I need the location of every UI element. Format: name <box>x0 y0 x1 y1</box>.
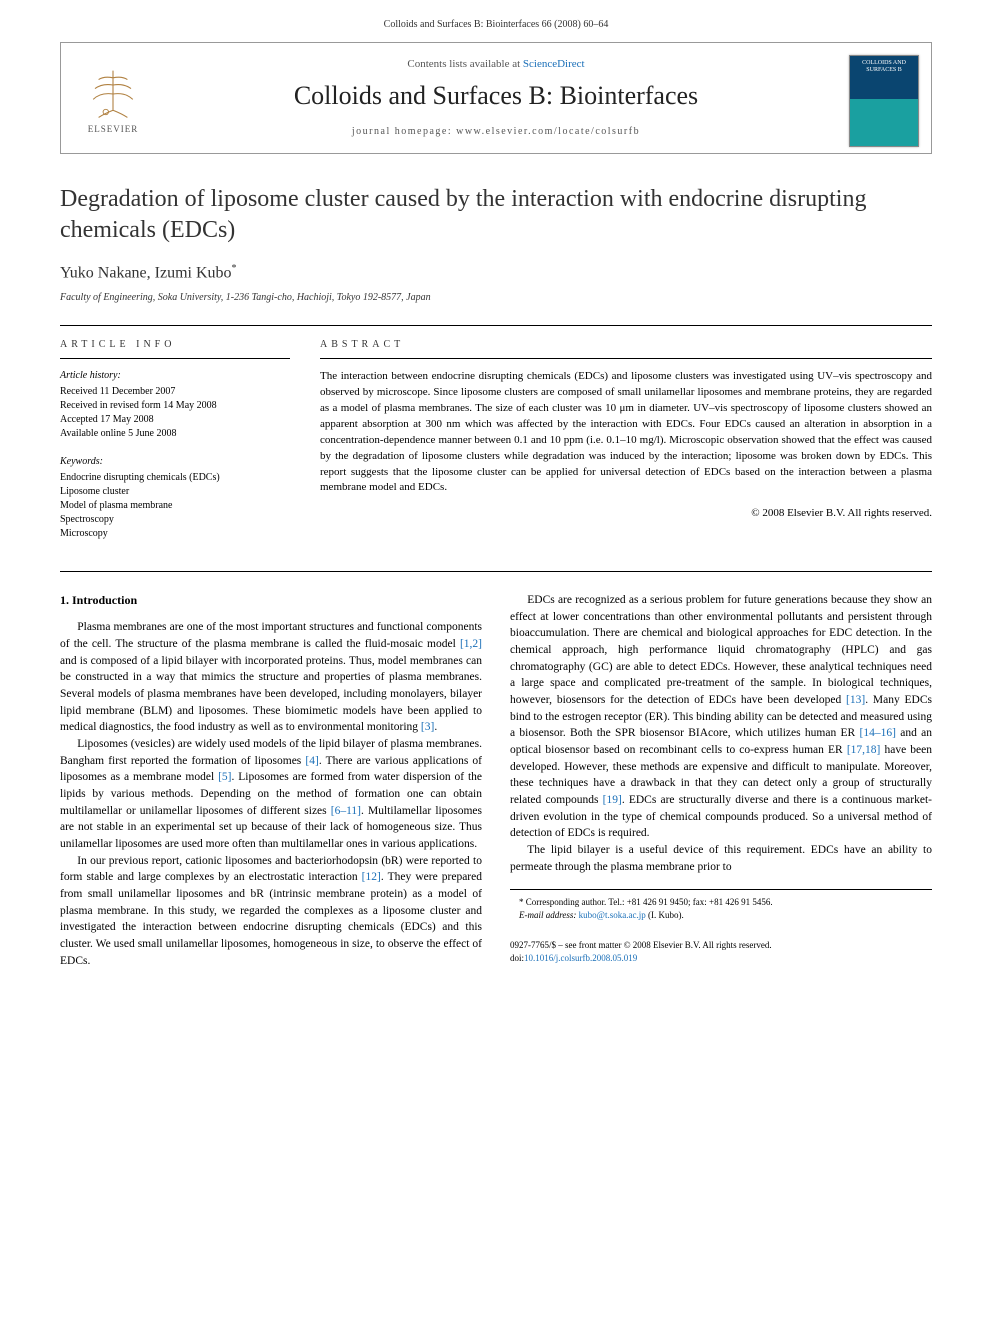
history-received: Received 11 December 2007 <box>60 385 290 399</box>
journal-masthead: ELSEVIER COLLOIDS AND SURFACES B Content… <box>60 42 932 154</box>
author-list: Yuko Nakane, Izumi Kubo* <box>60 262 932 285</box>
article-info-label: article info <box>60 338 290 359</box>
doi-link[interactable]: 10.1016/j.colsurfb.2008.05.019 <box>524 953 637 963</box>
elsevier-tree-icon <box>86 67 140 121</box>
abstract-label: abstract <box>320 338 932 359</box>
history-online: Available online 5 June 2008 <box>60 427 290 441</box>
homepage-prefix: journal homepage: <box>352 126 456 137</box>
citation-link[interactable]: [17,18] <box>847 744 881 756</box>
history-accepted: Accepted 17 May 2008 <box>60 413 290 427</box>
sciencedirect-link[interactable]: ScienceDirect <box>523 58 585 70</box>
contents-prefix: Contents lists available at <box>407 58 522 70</box>
citation-link[interactable]: [13] <box>846 694 865 706</box>
journal-homepage-line: journal homepage: www.elsevier.com/locat… <box>181 125 811 139</box>
email-line: E-mail address: kubo@t.soka.ac.jp (I. Ku… <box>510 909 932 922</box>
keyword: Liposome cluster <box>60 485 290 499</box>
abstract-text: The interaction between endocrine disrup… <box>320 369 932 497</box>
citation-link[interactable]: [5] <box>218 771 231 783</box>
article-info-column: article info Article history: Received 1… <box>60 338 290 541</box>
email-link[interactable]: kubo@t.soka.ac.jp <box>579 910 646 920</box>
history-label: Article history: <box>60 369 290 383</box>
history-revised: Received in revised form 14 May 2008 <box>60 399 290 413</box>
corresponding-marker: * <box>232 263 237 274</box>
article-title: Degradation of liposome cluster caused b… <box>60 184 932 246</box>
citation-link[interactable]: [14–16] <box>860 727 896 739</box>
page-footer: 0927-7765/$ – see front matter © 2008 El… <box>510 939 932 964</box>
publisher-logo: ELSEVIER <box>73 61 153 141</box>
abstract-copyright: © 2008 Elsevier B.V. All rights reserved… <box>320 506 932 521</box>
corresponding-author-footnote: * Corresponding author. Tel.: +81 426 91… <box>510 889 932 921</box>
citation-link[interactable]: [19] <box>603 794 622 806</box>
front-matter-line: 0927-7765/$ – see front matter © 2008 El… <box>510 939 932 952</box>
citation-link[interactable]: [4] <box>305 755 318 767</box>
body-paragraph: Liposomes (vesicles) are widely used mod… <box>60 736 482 853</box>
affiliation: Faculty of Engineering, Soka University,… <box>60 291 932 305</box>
body-paragraph: Plasma membranes are one of the most imp… <box>60 619 482 736</box>
citation-link[interactable]: [1,2] <box>460 638 482 650</box>
journal-cover-thumbnail: COLLOIDS AND SURFACES B <box>849 55 919 147</box>
keywords-label: Keywords: <box>60 455 290 469</box>
citation-link[interactable]: [3] <box>421 721 434 733</box>
article-body: 1. Introduction Plasma membranes are one… <box>60 571 932 970</box>
body-paragraph: In our previous report, cationic liposom… <box>60 853 482 970</box>
cover-title-text: COLLOIDS AND SURFACES B <box>850 56 918 77</box>
citation-link[interactable]: [12] <box>362 871 381 883</box>
contents-available-line: Contents lists available at ScienceDirec… <box>181 57 811 72</box>
keyword: Model of plasma membrane <box>60 499 290 513</box>
doi-line: doi:10.1016/j.colsurfb.2008.05.019 <box>510 952 932 965</box>
body-paragraph: The lipid bilayer is a useful device of … <box>510 842 932 875</box>
keyword: Endocrine disrupting chemicals (EDCs) <box>60 471 290 485</box>
homepage-url: www.elsevier.com/locate/colsurfb <box>456 126 640 137</box>
keyword: Spectroscopy <box>60 513 290 527</box>
citation-link[interactable]: [6–11] <box>331 805 361 817</box>
section-heading-introduction: 1. Introduction <box>60 592 482 609</box>
abstract-column: abstract The interaction between endocri… <box>320 338 932 541</box>
body-paragraph: EDCs are recognized as a serious problem… <box>510 592 932 842</box>
corr-author-line: * Corresponding author. Tel.: +81 426 91… <box>510 896 932 909</box>
author-names: Yuko Nakane, Izumi Kubo <box>60 264 232 281</box>
running-header: Colloids and Surfaces B: Biointerfaces 6… <box>0 0 992 42</box>
journal-name: Colloids and Surfaces B: Biointerfaces <box>181 78 811 114</box>
keyword: Microscopy <box>60 527 290 541</box>
publisher-name: ELSEVIER <box>88 123 139 136</box>
